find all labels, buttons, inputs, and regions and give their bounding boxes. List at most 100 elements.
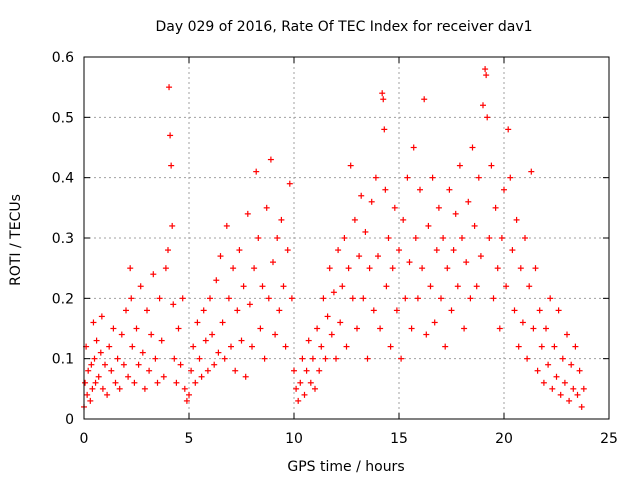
data-point — [486, 235, 493, 241]
data-point — [553, 373, 560, 380]
y-axis-label: ROTI / TECUs — [8, 194, 24, 286]
data-point — [186, 391, 192, 398]
data-point — [335, 247, 342, 254]
data-point — [196, 355, 203, 362]
data-point — [412, 235, 419, 241]
data-point — [377, 325, 384, 332]
data-point — [299, 355, 306, 362]
data-point — [421, 96, 428, 103]
data-point — [192, 379, 199, 386]
data-point — [202, 337, 209, 344]
data-point — [469, 144, 476, 151]
data-point — [343, 343, 350, 350]
data-point — [249, 343, 255, 350]
data-point — [85, 367, 92, 374]
data-point — [576, 367, 583, 374]
data-point — [351, 216, 358, 223]
data-point — [242, 373, 249, 380]
data-point — [446, 186, 453, 193]
data-point — [91, 355, 98, 362]
data-point — [276, 307, 283, 314]
data-point — [95, 373, 102, 380]
data-point — [414, 295, 421, 302]
data-point — [382, 186, 389, 193]
data-point — [171, 355, 178, 362]
data-point — [320, 295, 327, 302]
data-point — [230, 265, 237, 272]
data-point — [410, 144, 417, 151]
data-point — [467, 295, 474, 302]
data-point — [133, 325, 140, 332]
data-point — [524, 355, 531, 362]
data-point — [261, 355, 268, 362]
data-point — [566, 397, 573, 404]
data-point — [253, 168, 260, 175]
data-point — [484, 114, 491, 121]
data-point — [425, 222, 432, 229]
data-point — [312, 385, 318, 392]
data-point — [440, 235, 447, 241]
data-point — [175, 325, 182, 332]
data-point — [519, 319, 526, 326]
data-point — [517, 265, 524, 272]
data-point — [341, 235, 348, 241]
data-point — [158, 337, 165, 344]
data-point — [354, 325, 360, 332]
data-point — [379, 90, 386, 97]
y-tick-labels: 0 0.1 0.2 0.3 0.4 0.5 0.6 — [52, 50, 74, 428]
data-point — [215, 349, 222, 356]
data-point — [267, 156, 274, 163]
data-point — [104, 391, 111, 398]
data-point — [431, 319, 438, 326]
data-point — [572, 343, 579, 350]
data-point — [137, 283, 144, 290]
data-point — [154, 379, 161, 386]
data-point — [406, 259, 413, 266]
data-point — [167, 132, 174, 139]
data-point — [127, 265, 134, 272]
data-point — [391, 204, 398, 211]
data-point — [170, 301, 177, 308]
data-point — [534, 367, 541, 374]
data-point — [538, 343, 545, 350]
x-tick-label: 20 — [495, 431, 513, 447]
data-point — [570, 385, 577, 392]
data-point — [131, 379, 138, 386]
data-point — [217, 253, 224, 260]
data-point — [244, 210, 251, 217]
data-point — [398, 355, 405, 362]
data-point — [463, 259, 470, 266]
data-point — [442, 343, 449, 350]
data-point — [274, 235, 281, 241]
data-point — [427, 283, 434, 290]
data-point — [116, 385, 123, 392]
y-tick-label: 0.5 — [52, 110, 74, 126]
data-point — [507, 174, 514, 181]
data-point — [93, 337, 100, 344]
x-tick-label: 15 — [390, 431, 408, 447]
data-point — [393, 307, 400, 314]
data-point — [339, 283, 346, 290]
data-point — [303, 367, 310, 374]
data-point — [452, 210, 459, 217]
data-point — [129, 343, 136, 350]
data-point — [120, 361, 127, 368]
data-point — [387, 343, 394, 350]
data-point — [125, 373, 132, 380]
axis-ticks — [83, 56, 610, 420]
data-point — [459, 235, 465, 241]
data-point — [110, 325, 117, 332]
data-point — [251, 265, 258, 272]
data-point — [255, 235, 262, 241]
data-point — [232, 367, 239, 374]
data-point — [286, 180, 293, 187]
data-point — [183, 397, 190, 404]
data-point — [345, 265, 352, 272]
data-point — [102, 361, 108, 368]
data-point — [198, 373, 205, 380]
data-point — [480, 102, 486, 109]
data-point — [580, 385, 587, 392]
data-point — [543, 325, 549, 332]
x-tick-label: 25 — [600, 431, 618, 447]
data-point — [444, 265, 451, 272]
